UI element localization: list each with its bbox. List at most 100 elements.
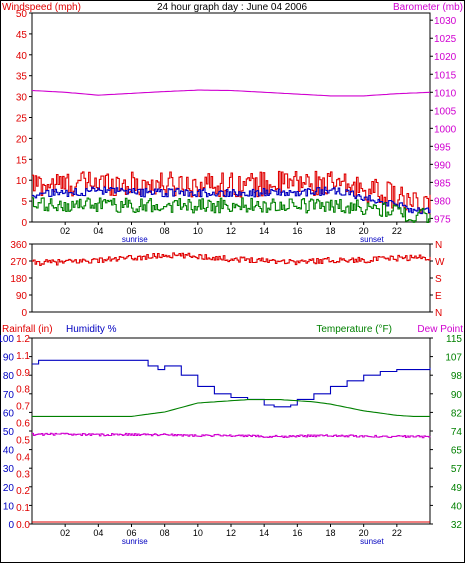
windspeed-tick-label: 0: [21, 218, 27, 229]
windspeed-tick-label: 25: [16, 114, 28, 125]
sunrise-label: sunrise: [122, 537, 148, 546]
temperature-tick-label: 90: [451, 390, 463, 401]
x-tick-label: 06: [126, 528, 136, 538]
x-tick-label: 20: [359, 528, 369, 538]
direction-tick-label: 360: [10, 240, 27, 251]
x-tick-label: 22: [392, 528, 402, 538]
chart-title: 24 hour graph day : June 04 2006: [157, 2, 308, 13]
humidity-tick-label: 80: [3, 371, 15, 382]
series-line-2: [32, 197, 431, 224]
x-tick-label: 08: [160, 528, 170, 538]
barometer-tick-label: 990: [434, 160, 451, 171]
windspeed-tick-label: 20: [16, 134, 28, 145]
series-line-humidity: [32, 359, 431, 408]
temp-humidity-panel: [31, 337, 431, 525]
temperature-tick-label: 65: [451, 446, 463, 457]
humidity-tick-label: 30: [3, 464, 15, 475]
barometer-tick-label: 975: [434, 214, 451, 225]
x-tick-label: 04: [93, 528, 103, 538]
barometer-tick-label: 1030: [434, 16, 457, 27]
barometer-tick-label: 1010: [434, 88, 457, 99]
rainfall-tick-label: 0.8: [16, 385, 30, 396]
barometer-tick-label: 980: [434, 196, 451, 207]
x-tick-label: 20: [359, 226, 369, 236]
direction-tick-label: 270: [10, 257, 27, 268]
x-tick-label: 14: [259, 226, 269, 236]
windspeed-tick-label: 30: [16, 93, 28, 104]
x-tick-label: 14: [259, 528, 269, 538]
barometer-tick-label: 1005: [434, 106, 457, 117]
rainfall-tick-label: 0.6: [16, 419, 30, 430]
series-line-temp: [32, 432, 431, 439]
temperature-tick-label: 98: [451, 371, 463, 382]
barometer-axis-label: Barometer (mb): [393, 2, 463, 13]
rainfall-tick-label: 0.7: [16, 402, 30, 413]
direction-tick-label: 90: [16, 291, 28, 302]
x-tick-label: 02: [60, 226, 70, 236]
series-line-1: [32, 186, 431, 215]
rainfall-tick-label: 1.2: [16, 334, 30, 345]
x-tick-label: 12: [226, 528, 236, 538]
barometer-tick-label: 995: [434, 142, 451, 153]
temperature-tick-label: 40: [451, 501, 463, 512]
humidity-tick-label: 0: [8, 520, 14, 531]
barometer-tick-label: 1020: [434, 52, 457, 63]
temperature-tick-label: 57: [451, 464, 463, 475]
rainfall-tick-label: 0.4: [16, 452, 30, 463]
series-line-temp: [32, 399, 430, 417]
humidity-tick-label: 40: [3, 446, 15, 457]
temperature-tick-label: 32: [451, 520, 463, 531]
humidity-tick-label: 60: [3, 408, 15, 419]
temperature-tick-label: 49: [451, 483, 463, 494]
humidity-tick-label: 10: [3, 501, 15, 512]
dewpoint-axis-label: Dew Point: [417, 324, 463, 335]
windspeed-tick-label: 45: [16, 30, 28, 41]
barometer-tick-label: 985: [434, 178, 451, 189]
humidity-tick-label: 50: [3, 427, 15, 438]
sunset-label: sunset: [360, 235, 384, 244]
x-tick-label: 18: [325, 226, 335, 236]
windspeed-tick-label: 10: [16, 176, 28, 187]
humidity-tick-label: 90: [3, 353, 15, 364]
rainfall-tick-label: 0.0: [16, 520, 30, 531]
wind-direction-line: [32, 252, 431, 266]
rainfall-tick-label: 0.3: [16, 469, 30, 480]
rainfall-tick-label: 0.9: [16, 368, 30, 379]
barometer-tick-label: 1015: [434, 70, 457, 81]
windspeed-axis-label: Windspeed (mph): [2, 2, 81, 13]
rainfall-tick-label: 0.2: [16, 486, 30, 497]
x-tick-label: 02: [60, 528, 70, 538]
compass-tick-label: N: [435, 308, 442, 319]
humidity-axis-label: Humidity %: [66, 324, 117, 335]
x-tick-label: 16: [292, 226, 302, 236]
direction-tick-label: 180: [10, 274, 27, 285]
temperature-tick-label: 82: [451, 408, 463, 419]
x-tick-label: 22: [392, 226, 402, 236]
compass-tick-label: E: [435, 291, 442, 302]
x-tick-label: 10: [193, 226, 203, 236]
wind-direction-panel: [31, 243, 431, 313]
barometer-tick-label: 1000: [434, 124, 457, 135]
windspeed-tick-label: 5: [21, 197, 27, 208]
windspeed-tick-label: 40: [16, 51, 28, 62]
x-tick-label: 04: [93, 226, 103, 236]
temperature-tick-label: 74: [451, 427, 463, 438]
humidity-tick-label: 20: [3, 483, 15, 494]
rainfall-tick-label: 0.1: [16, 503, 30, 514]
direction-tick-label: 0: [21, 308, 27, 319]
barometer-tick-label: 1025: [434, 34, 457, 45]
compass-tick-label: W: [435, 257, 445, 268]
rainfall-tick-label: 1.1: [16, 351, 30, 362]
compass-tick-label: S: [435, 274, 442, 285]
windspeed-tick-label: 35: [16, 72, 28, 83]
x-tick-label: 06: [126, 226, 136, 236]
temperature-tick-label: 115: [446, 334, 462, 345]
sunset-label: sunset: [360, 537, 384, 546]
humidity-tick-label: 70: [3, 390, 15, 401]
windspeed-tick-label: 50: [16, 9, 28, 20]
x-tick-label: 18: [325, 528, 335, 538]
x-tick-label: 10: [193, 528, 203, 538]
rainfall-axis-label: Rainfall (in): [2, 324, 53, 335]
sunrise-label: sunrise: [122, 235, 148, 244]
